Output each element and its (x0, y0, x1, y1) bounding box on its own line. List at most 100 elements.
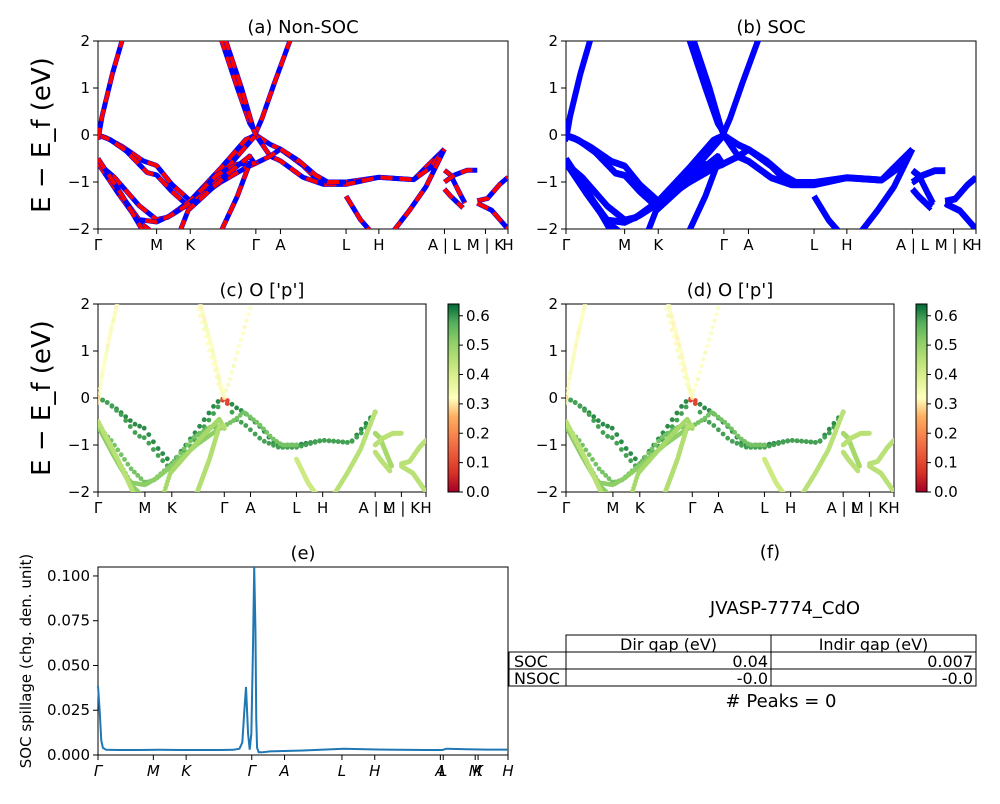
band-line-split (566, 41, 591, 142)
colorbar-tick-label: 0.2 (466, 424, 490, 442)
projection-dot (716, 306, 720, 310)
y-tick-label: −1 (536, 173, 558, 191)
projection-dot (261, 426, 266, 431)
projection-dot (818, 439, 823, 444)
axes-frame (98, 567, 508, 755)
projection-dot (707, 420, 712, 425)
projection-dot (399, 431, 404, 436)
x-tick-label: Γ (94, 499, 103, 517)
x-tick-label: M (618, 236, 631, 254)
band-line-split (566, 137, 912, 202)
projection-dot (584, 299, 588, 303)
x-tick-label: H (785, 499, 796, 517)
projection-dot (230, 410, 235, 415)
band-lines (566, 39, 976, 234)
colorbar-tick-label: 0.6 (934, 307, 958, 325)
projection-dot (610, 435, 615, 440)
x-tick-label: A (245, 499, 256, 517)
projection-dot (125, 462, 130, 467)
x-tick-label: H (970, 236, 981, 254)
projection-dot (650, 447, 655, 452)
y-tick-label: 0 (80, 389, 90, 407)
projection-dot (573, 400, 578, 405)
colorbar-tick-label: 0.1 (466, 454, 490, 472)
projection-dot (207, 411, 212, 416)
projection-dot (138, 492, 143, 497)
projection-dot (230, 370, 234, 374)
axes-frame (566, 304, 894, 492)
projection-dot (331, 439, 336, 444)
projection-dot (804, 439, 809, 444)
projection-dot (98, 382, 102, 386)
projection-dot (228, 377, 232, 381)
panel-c: 210−1−2Γ M K Γ A L H A | LM | K H(c) O ['p']E − … (27, 280, 490, 517)
y-tick-label: 0 (548, 389, 558, 407)
table-value: -0.0 (737, 669, 768, 688)
projection-dot (216, 399, 221, 404)
projection-dot (600, 492, 605, 497)
x-tick-label: L (439, 762, 447, 780)
y-tick-label: 0.075 (47, 612, 90, 630)
y-tick-label: −2 (536, 483, 558, 501)
projection-dot (599, 491, 604, 496)
y-tick-label: −1 (536, 436, 558, 454)
band-line-split (814, 198, 839, 233)
colorbar-tick-label: 0.3 (934, 395, 958, 413)
projection-dot (188, 439, 193, 444)
x-tick-label: H (317, 499, 328, 517)
y-tick-label: −2 (68, 483, 90, 501)
y-tick-label: 0.050 (47, 656, 90, 674)
projection-dot (216, 405, 221, 410)
projection-dot (156, 453, 161, 458)
projection-dot (601, 430, 606, 435)
projection-dot (772, 442, 777, 447)
colorbar-tick-label: 0.0 (466, 483, 490, 501)
panel-title: (c) O ['p'] (220, 280, 305, 301)
projection-dot (313, 440, 318, 445)
y-tick-label: −2 (536, 220, 558, 238)
projection-dot (231, 364, 235, 368)
projection-dot (133, 422, 138, 427)
projection-dot (160, 458, 165, 463)
colorbar-tick-label: 0.6 (466, 307, 490, 325)
peaks-count: # Peaks = 0 (726, 691, 837, 712)
projection-dot (665, 424, 670, 429)
projection-dot (808, 440, 813, 445)
x-tick-label: H (888, 499, 899, 517)
projection-dot (709, 331, 713, 335)
projection-dot (716, 427, 721, 432)
projection-dot (388, 469, 393, 474)
x-tick-label: K (181, 762, 192, 780)
projection-dot (711, 325, 715, 329)
projection-dot (785, 439, 790, 444)
projection-dot (725, 436, 730, 441)
projection-dot (729, 426, 734, 431)
projection-dot (800, 492, 805, 497)
x-tick-label: A (743, 236, 754, 254)
projection-dot (317, 439, 322, 444)
projection-dot (350, 439, 355, 444)
colorbar-tick-label: 0.4 (934, 366, 958, 384)
y-tick-label: 2 (548, 32, 558, 50)
projection-dot (696, 377, 700, 381)
x-tick-label: H (502, 762, 513, 780)
x-tick-label: A (278, 762, 289, 780)
projection-dot (564, 401, 568, 405)
projection-dot (596, 418, 601, 423)
projection-dot (703, 350, 707, 354)
projection-dot (119, 452, 124, 457)
projection-dot (294, 443, 299, 448)
projection-dot (327, 438, 332, 443)
x-tick-label: H (369, 762, 380, 780)
x-tick-label: M | K (383, 499, 422, 517)
x-tick-label: M (138, 499, 151, 517)
projection-dot (690, 424, 695, 429)
projection-dot (182, 447, 187, 452)
projection-dot (813, 440, 818, 445)
projection-dot (110, 404, 115, 409)
projection-dot (119, 412, 124, 417)
projection-dot (711, 423, 716, 428)
projection-dot (610, 426, 615, 431)
y-tick-label: 0 (548, 126, 558, 144)
